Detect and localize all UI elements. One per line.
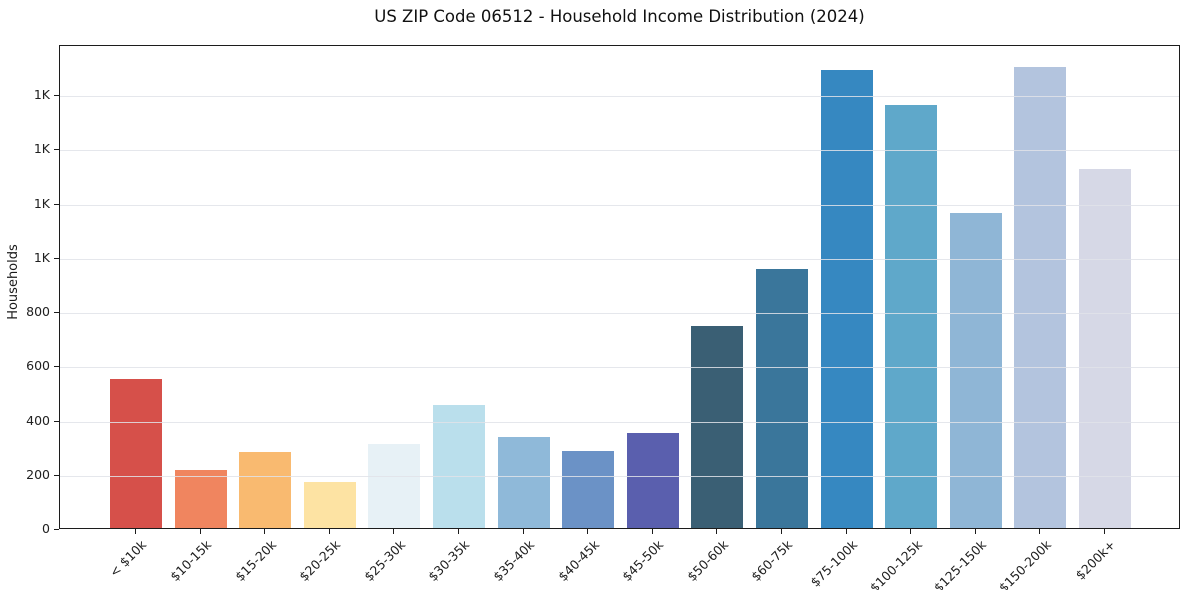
bar-$40-45k	[562, 450, 615, 528]
x-tick-mark	[1039, 529, 1041, 534]
x-tick-label: < $10k	[106, 537, 150, 580]
y-tick-mark	[54, 420, 59, 422]
x-tick-mark	[1104, 529, 1105, 534]
grid-layer	[60, 46, 1179, 528]
x-tick-label: $200k+	[1072, 537, 1119, 583]
gridline	[60, 204, 1179, 206]
y-tick-label: 800	[26, 304, 50, 320]
x-tick-mark	[522, 529, 524, 534]
x-tick-label: $40-45k	[554, 537, 602, 585]
bar-$100-125k	[885, 105, 938, 528]
x-tick-label: $20-25k	[296, 537, 344, 585]
y-tick-mark	[54, 529, 59, 530]
y-tick-label: 1K	[33, 195, 50, 211]
x-tick-mark	[199, 529, 201, 534]
bar-$15-20k	[239, 452, 292, 528]
plot-area	[59, 45, 1180, 529]
x-tick-label: $60-75k	[748, 537, 796, 585]
x-tick-mark	[781, 529, 782, 534]
bar-$75-100k	[820, 69, 873, 528]
y-tick-mark	[54, 95, 59, 97]
gridline	[60, 96, 1179, 98]
x-tick-mark	[716, 529, 718, 534]
x-tick-mark	[458, 529, 459, 534]
x-tick-label: $75-100k	[807, 537, 861, 590]
x-tick-mark	[587, 529, 589, 534]
bar-$35-40k	[497, 437, 550, 528]
x-tick-mark	[135, 529, 136, 534]
x-tick-mark	[910, 529, 912, 534]
bar-$30-35k	[433, 404, 485, 528]
y-tick-label: 1K	[33, 249, 50, 265]
y-tick-mark	[54, 203, 59, 205]
y-tick-label: 1K	[33, 141, 50, 157]
bar-$200k+	[1079, 168, 1131, 528]
chart-title: US ZIP Code 06512 - Household Income Dis…	[374, 7, 865, 26]
bar-$25-30k	[368, 443, 421, 528]
x-tick-label: $15-20k	[231, 537, 279, 585]
bar-< $10k	[110, 378, 162, 528]
gridline	[60, 150, 1179, 152]
y-tick-label: 1K	[33, 87, 50, 103]
bar-$45-50k	[626, 433, 679, 528]
x-tick-mark	[651, 529, 653, 534]
y-tick-label: 400	[26, 412, 50, 428]
y-tick-mark	[54, 149, 59, 151]
bar-$60-75k	[756, 269, 808, 528]
x-tick-label: $125-150k	[931, 537, 990, 590]
gridline	[60, 421, 1179, 423]
y-tick-label: 0	[42, 521, 50, 536]
gridline	[60, 258, 1179, 260]
x-tick-label: $45-50k	[619, 537, 667, 585]
gridline	[60, 313, 1179, 315]
y-tick-mark	[54, 366, 59, 368]
bar-$50-60k	[691, 326, 744, 528]
bars-layer	[60, 46, 1179, 528]
bar-$10-15k	[174, 469, 227, 528]
x-tick-label: $50-60k	[683, 537, 731, 585]
x-tick-label: $25-30k	[360, 537, 408, 585]
y-tick-label: 600	[26, 358, 50, 374]
x-tick-label: $35-40k	[490, 537, 538, 585]
gridline	[60, 475, 1179, 477]
x-tick-mark	[264, 529, 266, 534]
x-tick-label: $100-125k	[866, 537, 925, 590]
x-tick-mark	[845, 529, 847, 534]
y-tick-mark	[54, 474, 59, 476]
bar-$150-200k	[1014, 67, 1067, 528]
bar-$20-25k	[303, 481, 356, 528]
x-tick-label: $10-15k	[167, 537, 215, 585]
y-tick-mark	[54, 257, 59, 259]
x-tick-mark	[974, 529, 976, 534]
x-tick-label: $30-35k	[425, 537, 473, 585]
bar-$125-150k	[949, 213, 1002, 528]
y-tick-mark	[54, 312, 59, 314]
x-tick-label: $150-200k	[995, 537, 1054, 590]
y-tick-label: 200	[26, 466, 50, 482]
x-tick-mark	[328, 529, 330, 534]
gridline	[60, 367, 1179, 369]
x-tick-mark	[393, 529, 395, 534]
